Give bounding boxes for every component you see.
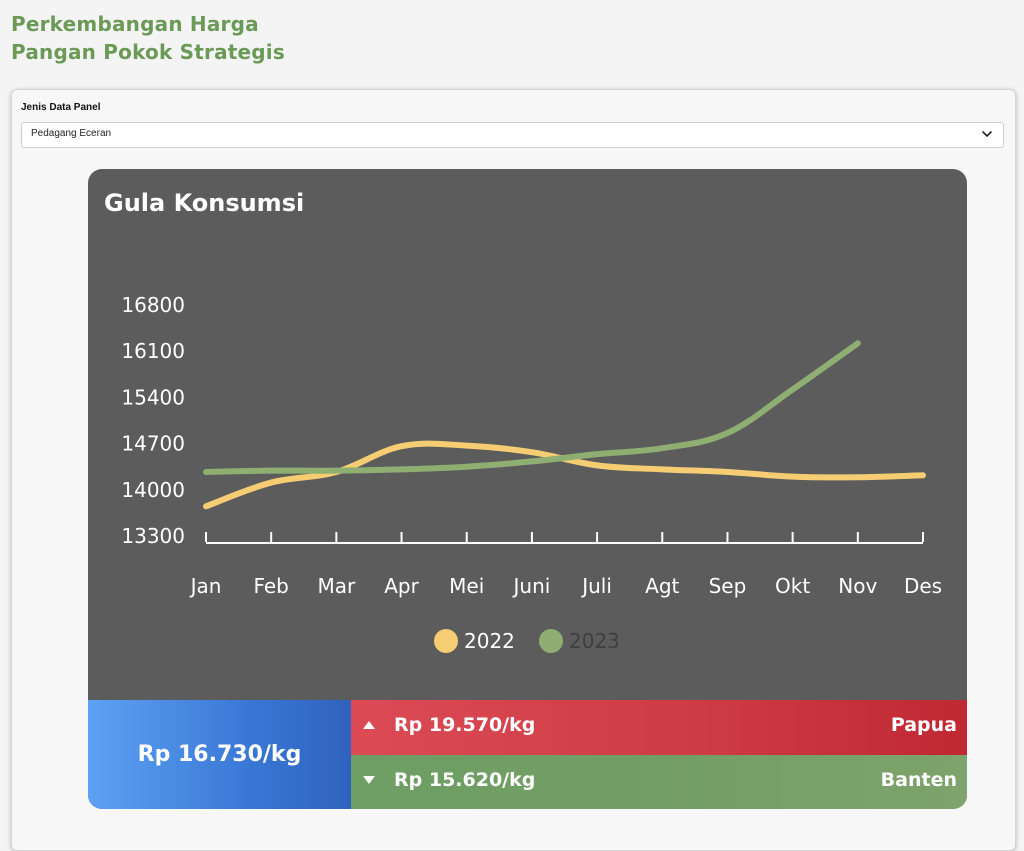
x-tick-label: Juli: [580, 574, 612, 598]
x-tick-label: Jan: [189, 574, 222, 598]
page-title: Perkembangan Harga Pangan Pokok Strategi…: [11, 10, 285, 66]
highest-price-row: Rp 19.570/kg Papua: [351, 700, 967, 755]
triangle-up-icon: [363, 721, 375, 729]
x-tick-label: Apr: [384, 574, 419, 598]
series-line-2022: [203, 440, 926, 510]
price-summary: Rp 16.730/kg Rp 19.570/kg Papua Rp 15.62…: [88, 700, 967, 809]
chevron-down-icon: [982, 131, 992, 137]
triangle-down-icon: [363, 776, 375, 784]
legend-label-2022: 2022: [464, 629, 515, 653]
y-tick-label: 16100: [121, 339, 185, 363]
page-title-line-2: Pangan Pokok Strategis: [11, 40, 285, 64]
legend-label-2023: 2023: [569, 629, 620, 653]
lowest-price: Rp 15.620/kg: [394, 769, 536, 791]
data-type-selected-value: Pedagang Eceran: [31, 128, 112, 139]
y-tick-label: 16800: [121, 293, 185, 317]
commodity-card: Gula Konsumsi 16800 16100 15400 14700 14000 1…: [88, 169, 967, 809]
y-tick-label: 14000: [121, 478, 185, 502]
x-tick-label: Okt: [775, 574, 810, 598]
x-tick-label: Mei: [449, 574, 484, 598]
y-tick-label: 15400: [121, 385, 185, 409]
lowest-price-region: Banten: [880, 769, 957, 791]
x-tick-label: Des: [904, 574, 942, 598]
average-price: Rp 16.730/kg: [137, 742, 302, 767]
x-tick-label: Juni: [512, 574, 551, 598]
average-price-box: Rp 16.730/kg: [88, 700, 351, 809]
x-tick-label: Agt: [645, 574, 679, 598]
page-title-line-1: Perkembangan Harga: [11, 12, 259, 36]
data-type-select[interactable]: Pedagang Eceran: [21, 122, 1004, 148]
highest-price-region: Papua: [890, 714, 957, 736]
x-tick-label: Sep: [709, 574, 747, 598]
legend-swatch-2023: [539, 629, 563, 653]
x-tick-label: Feb: [253, 574, 288, 598]
x-tick-label: Nov: [838, 574, 877, 598]
y-tick-label: 13300: [121, 524, 185, 548]
y-tick-label: 14700: [121, 432, 185, 456]
lowest-price-row: Rp 15.620/kg Banten: [351, 755, 967, 809]
legend-swatch-2022: [434, 629, 458, 653]
price-line-chart: 16800 16100 15400 14700 14000 13300 Jan Feb Mar…: [121, 293, 942, 653]
x-tick-label: Mar: [317, 574, 356, 598]
series-line-2023: [203, 340, 861, 475]
highest-price: Rp 19.570/kg: [394, 714, 536, 736]
commodity-title: Gula Konsumsi: [104, 189, 305, 217]
data-type-label: Jenis Data Panel: [21, 102, 101, 113]
